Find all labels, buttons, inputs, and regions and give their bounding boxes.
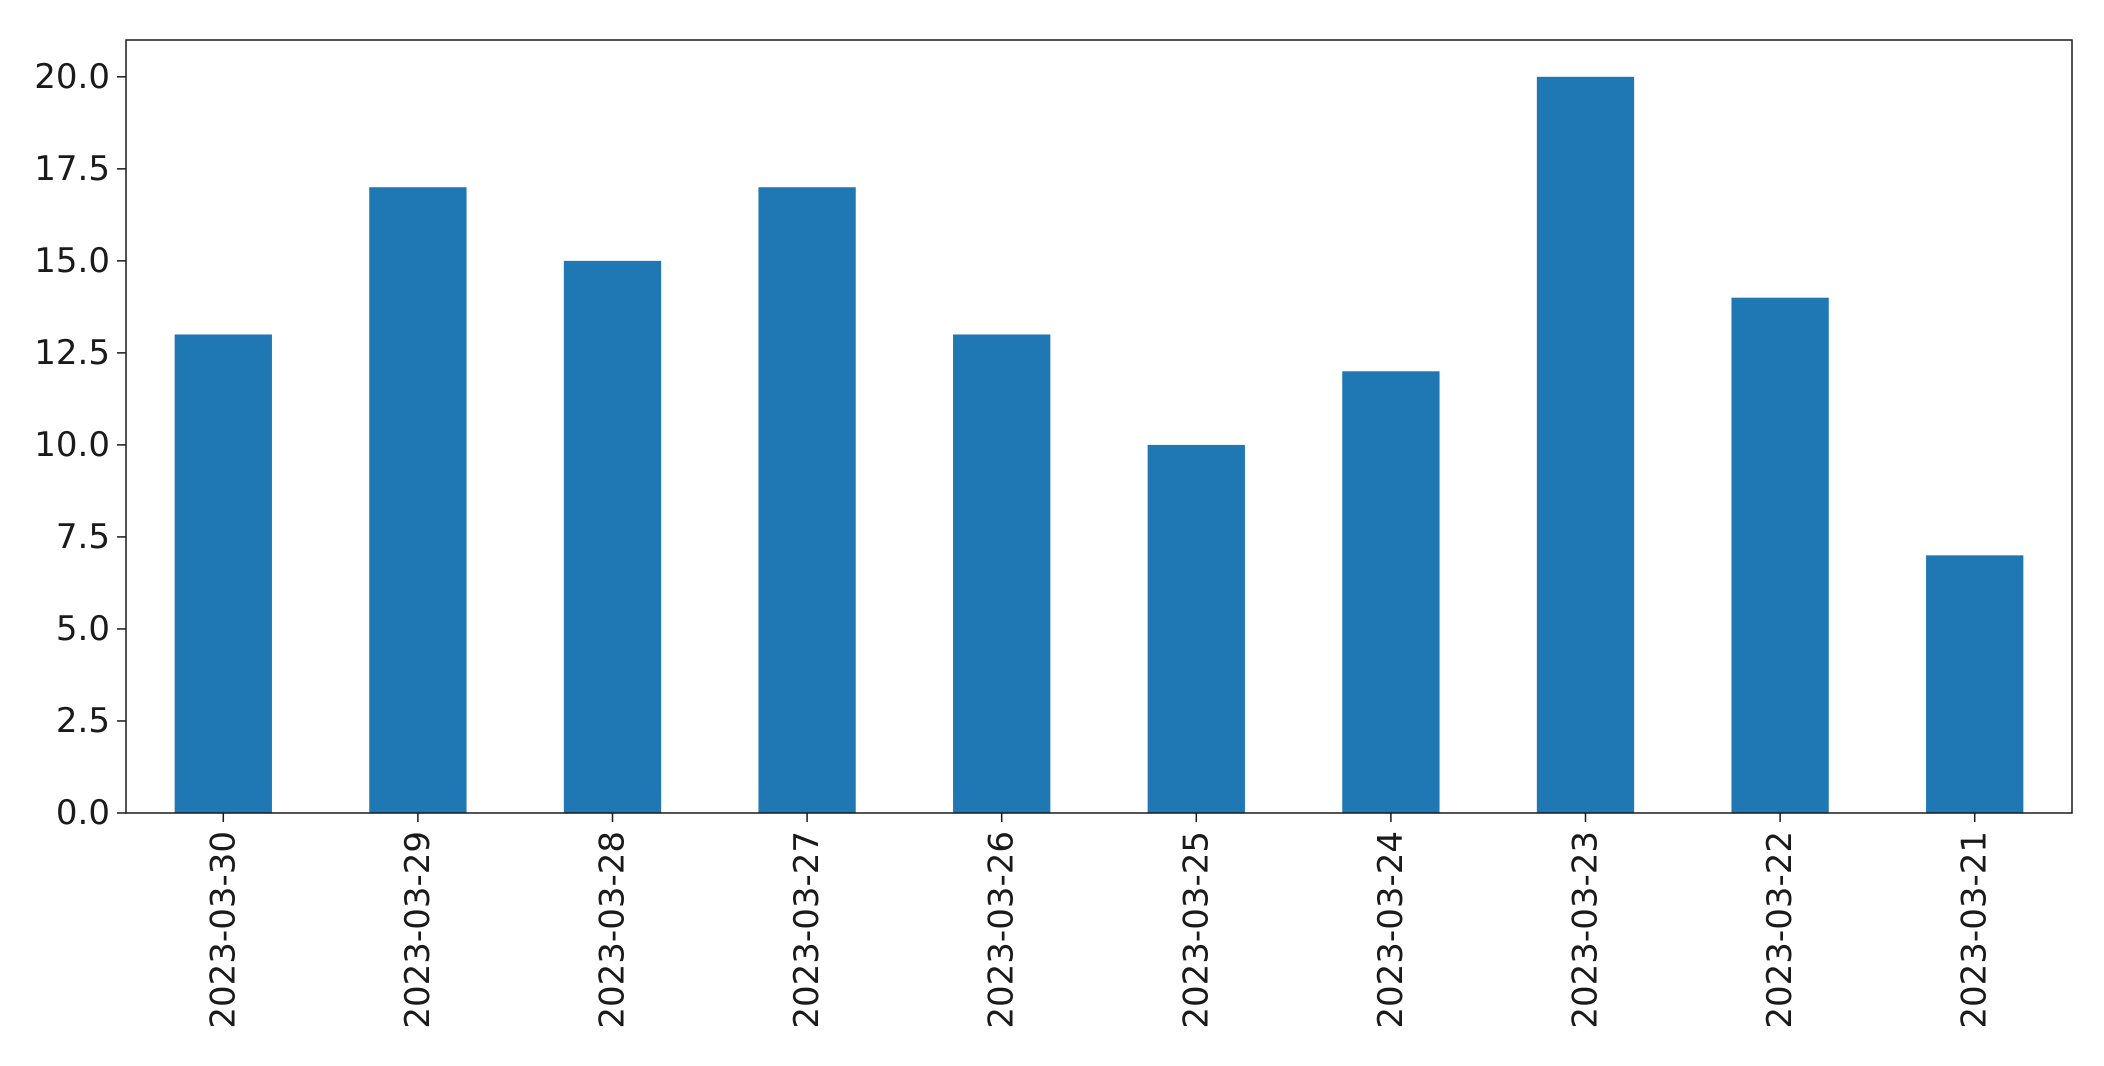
x-tick-label: 2023-03-21: [1955, 831, 1995, 1029]
x-tick-label: 2023-03-25: [1176, 831, 1216, 1029]
y-tick-label: 17.5: [34, 149, 110, 189]
bar-2023-03-22: [1731, 297, 1829, 814]
x-tick-label: 2023-03-29: [398, 831, 438, 1029]
bar-2023-03-30: [174, 334, 272, 813]
x-tick-label: 2023-03-27: [787, 831, 827, 1029]
bar-2023-03-25: [1147, 444, 1245, 813]
y-tick-label: 5.0: [56, 609, 110, 649]
x-tick-label: 2023-03-23: [1566, 831, 1606, 1029]
bar-2023-03-23: [1536, 76, 1635, 814]
bar-2023-03-26: [953, 334, 1051, 813]
bar-2023-03-28: [563, 260, 662, 813]
y-tick-label: 20.0: [34, 57, 110, 97]
bar-2023-03-21: [1926, 555, 2024, 813]
x-axis: 2023-03-30 2023-03-29 2023-03-28 2023-03-27…: [203, 813, 1995, 1029]
x-tick-label: 2023-03-24: [1371, 831, 1411, 1029]
bars-layer: [174, 76, 2024, 814]
y-tick-label: 12.5: [34, 333, 110, 373]
x-tick-label: 2023-03-22: [1760, 831, 1800, 1029]
plot-frame: [125, 39, 2073, 814]
bar-2023-03-27: [758, 187, 856, 813]
x-tick-label: 2023-03-28: [593, 831, 633, 1029]
y-tick-label: 15.0: [34, 241, 110, 281]
x-tick-label: 2023-03-30: [203, 831, 243, 1029]
y-axis: 0.0 2.5 5.0 7.5 10.0 12.5 15.0 17.5 20.0: [34, 57, 126, 833]
y-tick-label: 7.5: [56, 517, 110, 557]
y-tick-label: 10.0: [34, 425, 110, 465]
x-tick-label: 2023-03-26: [982, 831, 1022, 1029]
bar-2023-03-29: [369, 187, 467, 813]
y-tick-label: 0.0: [56, 793, 110, 833]
y-tick-label: 2.5: [56, 701, 110, 741]
bar-2023-03-24: [1342, 371, 1440, 813]
